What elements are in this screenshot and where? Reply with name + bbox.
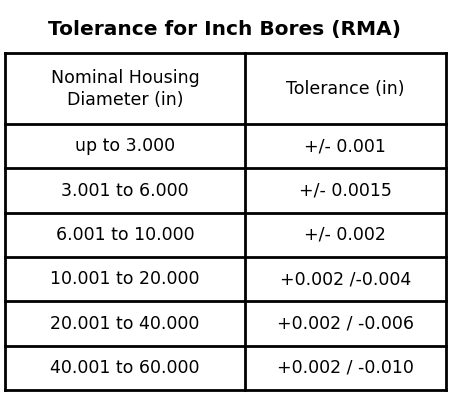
Text: +0.002 / -0.006: +0.002 / -0.006 bbox=[277, 314, 414, 333]
Text: +/- 0.002: +/- 0.002 bbox=[305, 226, 386, 244]
Text: Nominal Housing
Diameter (in): Nominal Housing Diameter (in) bbox=[50, 69, 199, 109]
Text: up to 3.000: up to 3.000 bbox=[75, 137, 175, 155]
Text: +/- 0.0015: +/- 0.0015 bbox=[299, 182, 392, 200]
Text: 20.001 to 40.000: 20.001 to 40.000 bbox=[50, 314, 199, 333]
Text: +0.002 / -0.010: +0.002 / -0.010 bbox=[277, 359, 414, 377]
Text: 6.001 to 10.000: 6.001 to 10.000 bbox=[55, 226, 194, 244]
Text: 3.001 to 6.000: 3.001 to 6.000 bbox=[61, 182, 189, 200]
Text: Tolerance (in): Tolerance (in) bbox=[286, 80, 405, 98]
Text: +/- 0.001: +/- 0.001 bbox=[305, 137, 386, 155]
Text: 40.001 to 60.000: 40.001 to 60.000 bbox=[50, 359, 200, 377]
Text: 10.001 to 20.000: 10.001 to 20.000 bbox=[50, 270, 200, 288]
Text: +0.002 /-0.004: +0.002 /-0.004 bbox=[280, 270, 411, 288]
Text: Tolerance for Inch Bores (RMA): Tolerance for Inch Bores (RMA) bbox=[49, 20, 401, 39]
